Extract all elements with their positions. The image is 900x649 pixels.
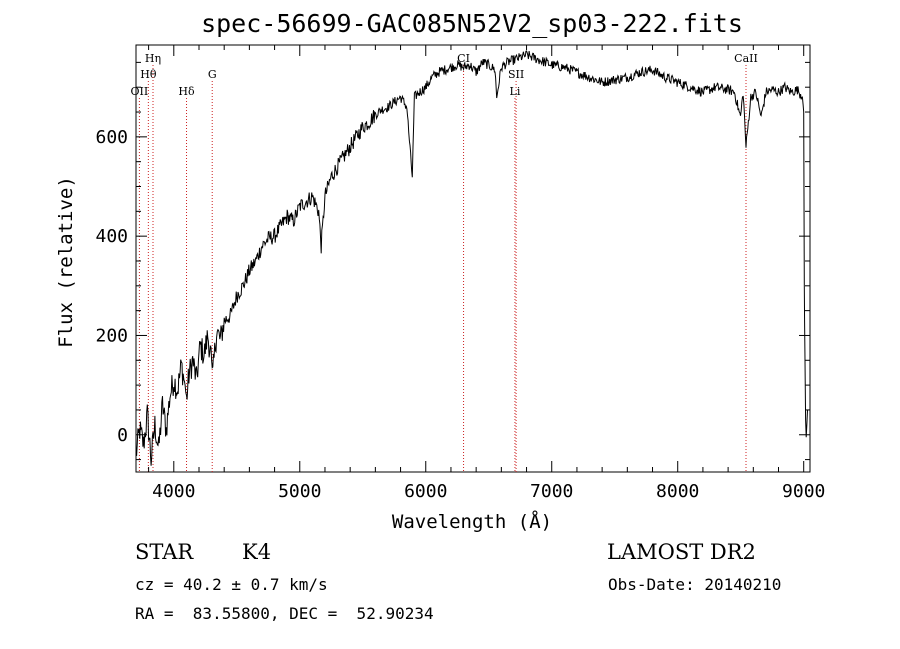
plot-frame	[135, 44, 811, 473]
line-marker-label: Li	[510, 85, 521, 98]
x-tick-label: 9000	[782, 481, 825, 502]
chart-title: spec-56699-GAC085N52V2_sp03-222.fits	[201, 9, 743, 38]
y-tick-label: 0	[117, 425, 128, 446]
x-tick-label: 6000	[404, 481, 447, 502]
survey-name: LAMOST DR2	[607, 540, 756, 564]
line-marker-label: G	[208, 68, 217, 81]
object-class: STAR	[135, 540, 194, 564]
line-marker-label: Hη	[145, 52, 161, 65]
y-tick-label: 200	[95, 325, 128, 346]
x-tick-label: 8000	[656, 481, 699, 502]
line-marker-label: Hδ	[178, 85, 195, 98]
line-markers: OII Hθ Hη Hδ G CI SII Li CaII	[131, 52, 758, 472]
object-subclass: K4	[242, 540, 272, 564]
line-marker-label: SII	[508, 68, 524, 81]
x-axis-label: Wavelength (Å)	[392, 510, 552, 533]
x-tick-label: 5000	[278, 481, 321, 502]
redshift-text: cz = 40.2 ± 0.7 km/s	[135, 575, 328, 594]
y-tick-label: 600	[95, 127, 128, 148]
x-tick-label: 4000	[152, 481, 195, 502]
y-axis-label: Flux (relative)	[55, 176, 77, 348]
y-tick-label: 400	[95, 226, 128, 247]
line-marker-label: Hθ	[140, 68, 157, 81]
spectrum-series-line	[135, 50, 808, 466]
obs-date: Obs-Date: 20140210	[608, 575, 782, 594]
line-marker-label: CI	[457, 52, 470, 65]
line-marker-label: OII	[131, 85, 149, 98]
axis-ticks: 4000 5000 6000 7000 8000 9000 0 200 400 600	[95, 45, 825, 502]
coordinates-text: RA = 83.55800, DEC = 52.90234	[135, 604, 434, 623]
x-tick-label: 7000	[530, 481, 573, 502]
line-marker-label: CaII	[734, 52, 758, 65]
